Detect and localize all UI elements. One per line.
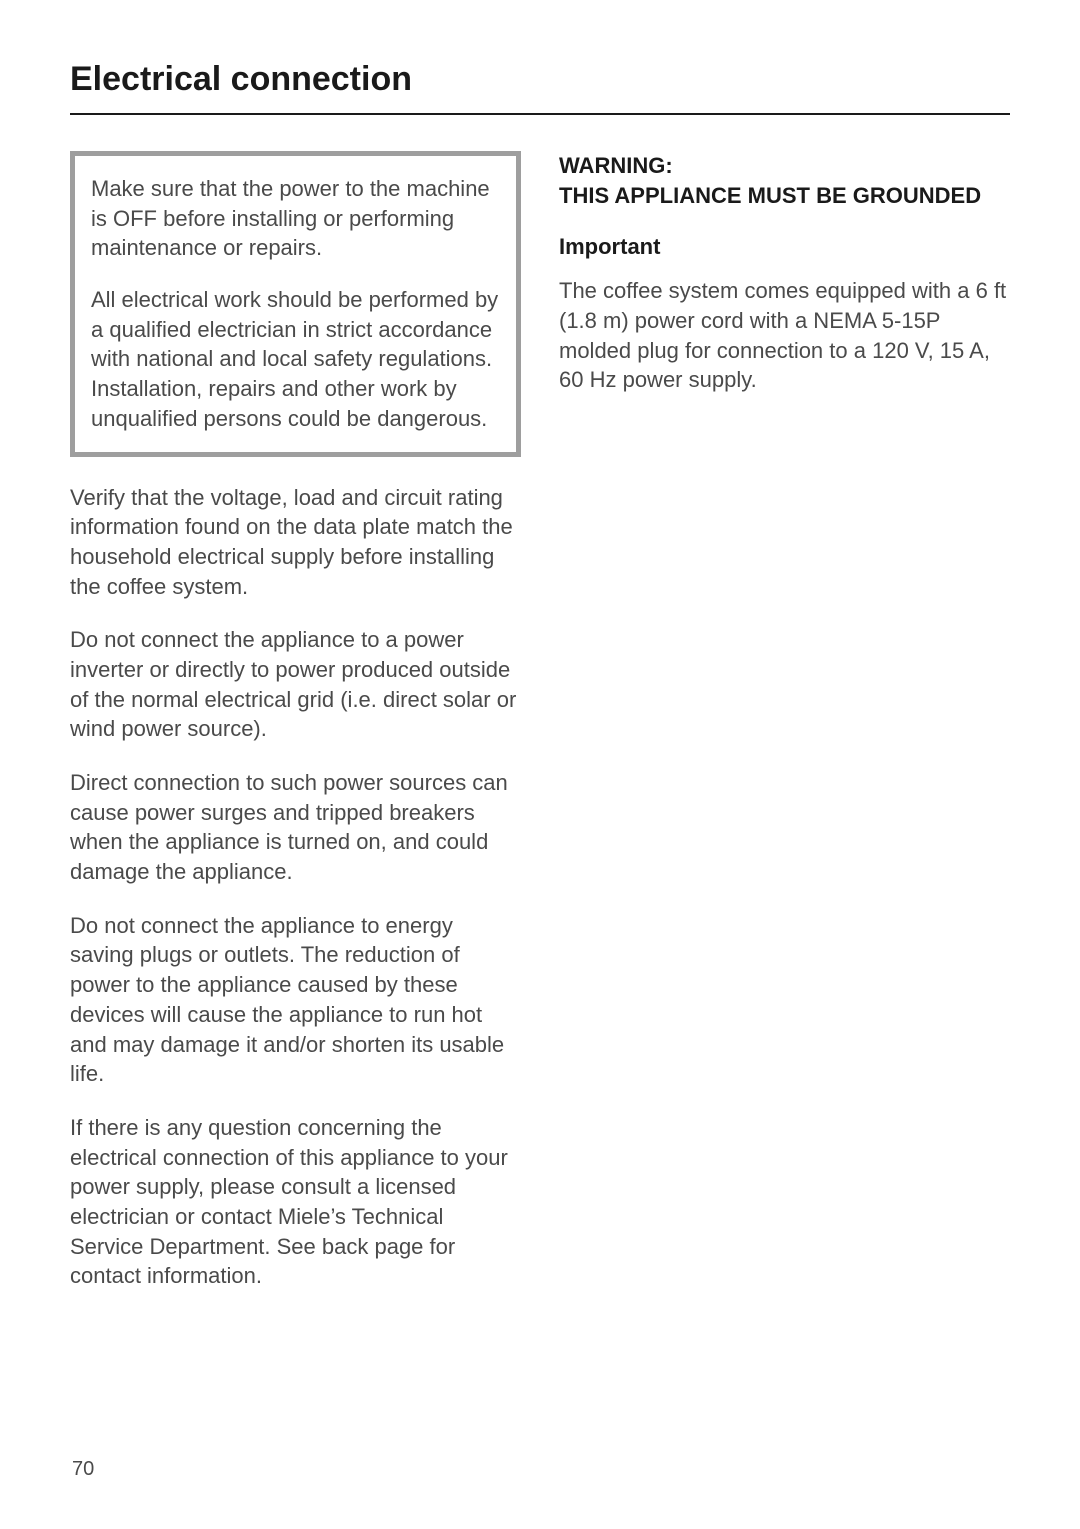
title-divider xyxy=(70,113,1010,115)
body-paragraph: Do not connect the appliance to a power … xyxy=(70,625,521,744)
important-heading: Important xyxy=(559,234,1010,260)
callout-paragraph: Make sure that the power to the machine … xyxy=(91,174,500,263)
left-column: Make sure that the power to the machine … xyxy=(70,151,521,1315)
body-paragraph: The coffee system comes equipped with a … xyxy=(559,276,1010,395)
warning-heading: WARNING: THIS APPLIANCE MUST BE GROUNDED xyxy=(559,151,1010,210)
page-number: 70 xyxy=(72,1458,94,1481)
warning-line: WARNING: xyxy=(559,153,673,178)
body-paragraph: Verify that the voltage, load and circui… xyxy=(70,483,521,602)
callout-paragraph: All electrical work should be performed … xyxy=(91,285,500,433)
two-column-layout: Make sure that the power to the machine … xyxy=(70,151,1010,1315)
body-paragraph: Direct connection to such power sources … xyxy=(70,768,521,887)
safety-callout-box: Make sure that the power to the machine … xyxy=(70,151,521,457)
body-paragraph: If there is any question concerning the … xyxy=(70,1113,521,1291)
page-title: Electrical connection xyxy=(70,60,1010,99)
right-column: WARNING: THIS APPLIANCE MUST BE GROUNDED… xyxy=(559,151,1010,1315)
warning-line: THIS APPLIANCE MUST BE GROUNDED xyxy=(559,183,981,208)
body-paragraph: Do not connect the appliance to energy s… xyxy=(70,911,521,1089)
document-page: Electrical connection Make sure that the… xyxy=(0,0,1080,1355)
